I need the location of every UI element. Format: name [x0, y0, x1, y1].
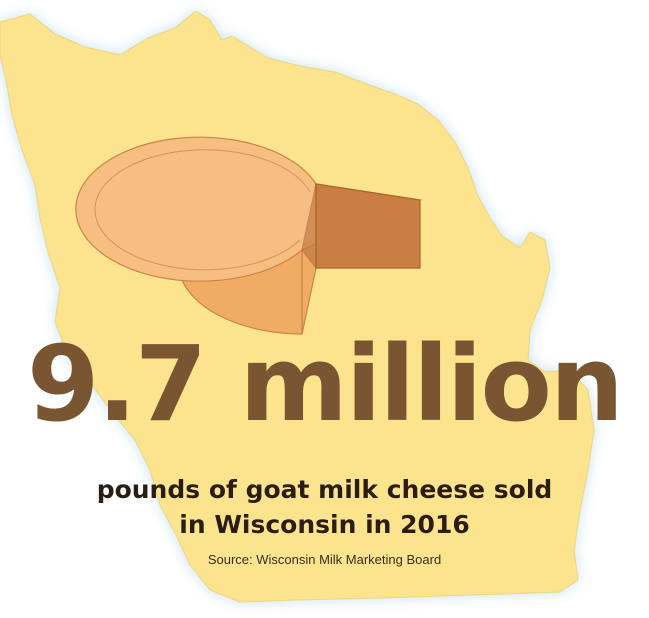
cheese-top-face [75, 136, 423, 282]
cheese-wheel-icon [75, 136, 423, 335]
cheese-cut-face-front [301, 183, 317, 270]
cheese-top-inner-ring [94, 149, 311, 271]
